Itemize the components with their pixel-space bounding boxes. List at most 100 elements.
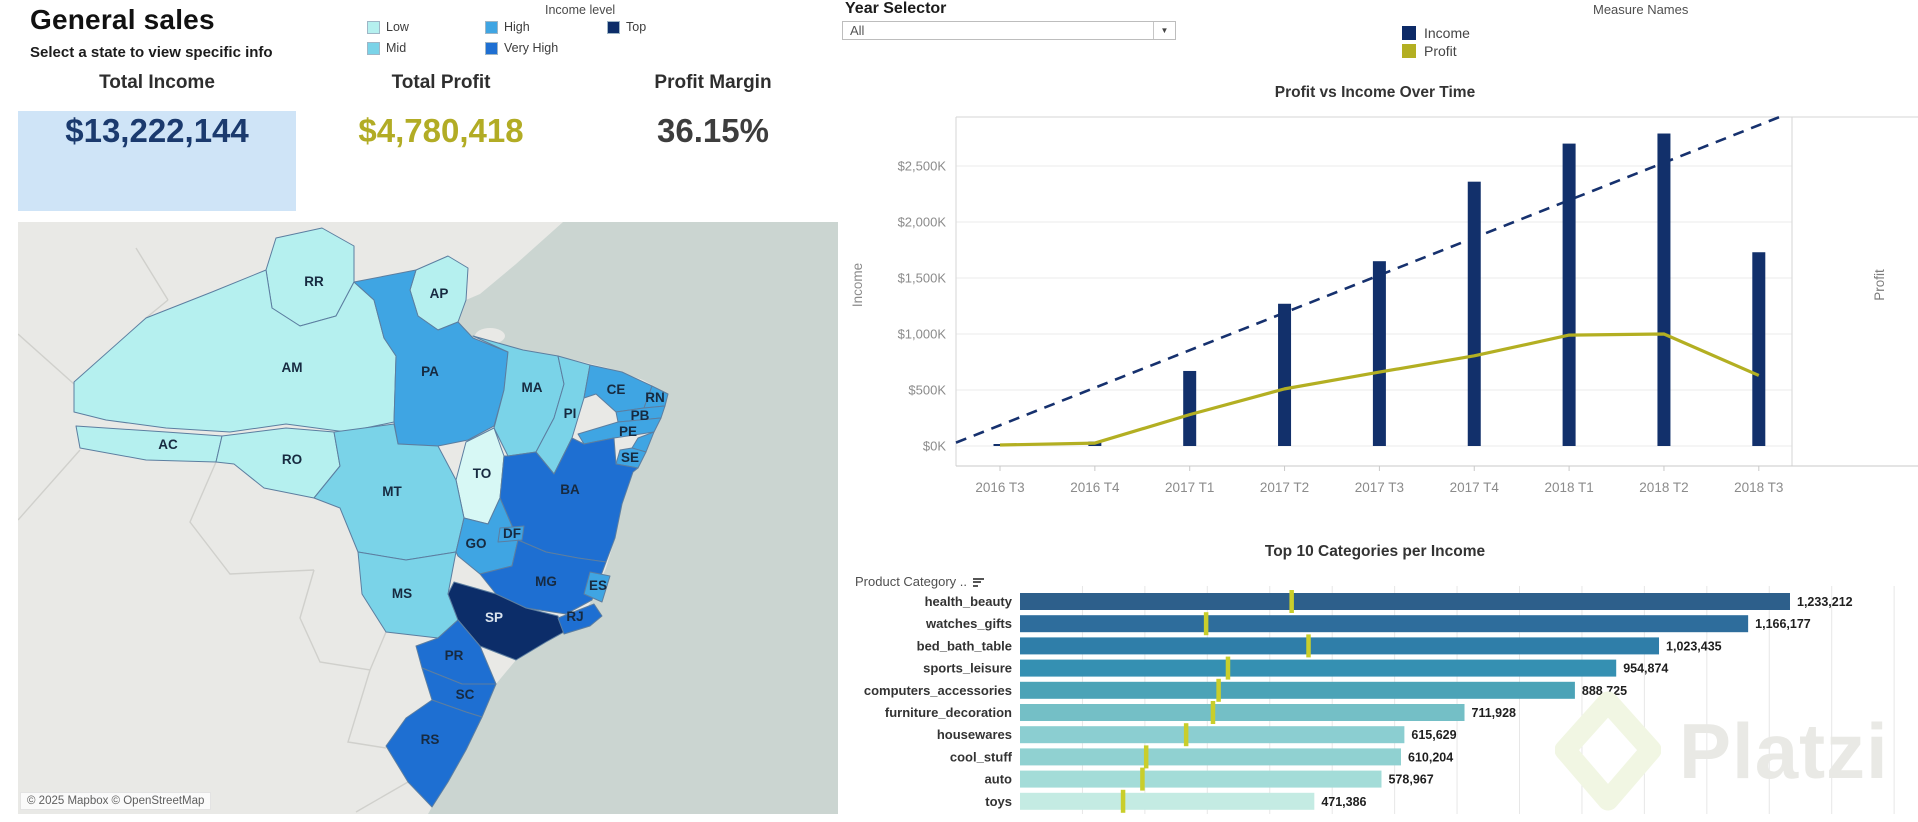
- category-label-sports_leisure[interactable]: sports_leisure: [923, 661, 1012, 676]
- category-label-cool_stuff[interactable]: cool_stuff: [950, 749, 1013, 764]
- year-selector-value: All: [850, 23, 865, 38]
- category-label-auto[interactable]: auto: [985, 772, 1013, 787]
- category-bar-watches_gifts[interactable]: [1020, 615, 1749, 633]
- state-PB[interactable]: [615, 405, 666, 423]
- legend-item-low[interactable]: Low: [367, 20, 409, 34]
- legend-item-income[interactable]: Income: [1402, 25, 1470, 41]
- income-bar-2017-T1[interactable]: [1183, 370, 1197, 446]
- x-tick-label: 2017 T4: [1450, 480, 1500, 495]
- value-label-toys: 471,386: [1321, 795, 1366, 809]
- value-label-computers_accessories: 888,725: [1582, 684, 1627, 698]
- value-label-health_beauty: 1,233,212: [1797, 595, 1853, 609]
- legend-item-very-high[interactable]: Very High: [485, 41, 558, 55]
- legend-item-profit[interactable]: Profit: [1402, 43, 1457, 59]
- profit-marker-auto[interactable]: [1140, 767, 1145, 791]
- page-subtitle: Select a state to view specific info: [30, 44, 273, 61]
- x-tick-label: 2017 T2: [1260, 480, 1309, 495]
- state-label-SP: SP: [485, 610, 503, 625]
- low-swatch-icon: [367, 20, 380, 34]
- category-label-watches_gifts[interactable]: watches_gifts: [925, 616, 1012, 631]
- income-bar-2018-T1[interactable]: [1562, 143, 1576, 446]
- profit-marker-health_beauty[interactable]: [1289, 590, 1294, 613]
- income-bar-2018-T2[interactable]: [1657, 133, 1671, 446]
- kpi-value-total-income[interactable]: $13,222,144: [65, 112, 249, 149]
- product-category-axis-label[interactable]: Product Category ..: [855, 574, 984, 589]
- category-bar-furniture_decoration[interactable]: [1020, 704, 1465, 721]
- profit-marker-furniture_decoration[interactable]: [1210, 701, 1216, 724]
- category-bar-toys[interactable]: [1020, 792, 1315, 810]
- legend-item-top[interactable]: Top: [607, 20, 646, 34]
- kpi-value-total-profit[interactable]: $4,780,418: [358, 112, 524, 149]
- income-bar-2017-T4[interactable]: [1467, 181, 1481, 446]
- category-label-furniture_decoration[interactable]: furniture_decoration: [885, 705, 1012, 720]
- sort-descending-icon[interactable]: [973, 576, 984, 587]
- profit-marker-computers_accessories[interactable]: [1216, 678, 1221, 702]
- category-label-housewares[interactable]: housewares: [937, 727, 1012, 742]
- profit-vs-income-chart[interactable]: $0K $500K $1,000K $1,500K $2,000K $2,500K 2016…: [840, 85, 1918, 505]
- profit-marker-cool_stuff[interactable]: [1143, 745, 1149, 769]
- profit-marker-sports_leisure[interactable]: [1225, 656, 1231, 680]
- kpi-label-profit-margin: Profit Margin: [654, 72, 772, 93]
- category-bar-housewares[interactable]: [1020, 726, 1405, 744]
- top10-categories-chart[interactable]: health_beauty 1,233,212 watches_gifts 1,166…: [840, 540, 1918, 822]
- category-label-computers_accessories[interactable]: computers_accessories: [864, 683, 1012, 698]
- state-SE[interactable]: [615, 447, 647, 469]
- state-label-RO: RO: [282, 452, 302, 467]
- profit-marker-watches_gifts[interactable]: [1203, 612, 1209, 636]
- total-income-highlight[interactable]: [18, 111, 296, 211]
- profit-line[interactable]: [999, 332, 1760, 447]
- value-label-sports_leisure: 954,874: [1623, 662, 1668, 676]
- category-bar-auto[interactable]: [1020, 770, 1382, 788]
- state-label-DF: DF: [503, 526, 521, 541]
- state-label-AC: AC: [158, 437, 178, 452]
- year-selector-dropdown[interactable]: All ▼: [842, 21, 1176, 40]
- income-bar-2017-T2[interactable]: [1278, 303, 1292, 446]
- brazil-map[interactable]: RR AP AM PA MA PI CE RN PB PE SE AC RO TO BA MT GO DF MG ES…: [17, 222, 838, 814]
- value-label-housewares: 615,629: [1411, 728, 1456, 742]
- y-axis-title-income: Income: [850, 263, 865, 307]
- value-label-furniture_decoration: 711,928: [1472, 706, 1517, 720]
- state-DF[interactable]: [497, 525, 525, 543]
- state-RJ[interactable]: [557, 603, 603, 635]
- trend-line[interactable]: [955, 114, 1784, 444]
- year-selector-label: Year Selector: [845, 0, 947, 17]
- legend-item-mid[interactable]: Mid: [367, 41, 406, 55]
- state-label-RR: RR: [304, 274, 324, 289]
- income-bar-2016-T3[interactable]: [993, 444, 1007, 446]
- chevron-down-icon[interactable]: ▼: [1153, 22, 1175, 39]
- state-SP[interactable]: [447, 581, 565, 661]
- very-high-swatch-icon: [485, 41, 498, 55]
- state-ES[interactable]: [583, 571, 611, 603]
- x-tick-label: 2017 T1: [1165, 480, 1214, 495]
- state-label-RJ: RJ: [566, 609, 583, 624]
- y-tick-label: $1,000K: [898, 327, 947, 342]
- category-label-health_beauty[interactable]: health_beauty: [925, 594, 1013, 609]
- chart-title-profit-vs-income: Profit vs Income Over Time: [1274, 84, 1476, 101]
- state-label-CE: CE: [607, 382, 626, 397]
- map-attribution[interactable]: © 2025 Mapbox © OpenStreetMap: [20, 792, 212, 810]
- value-label-cool_stuff: 610,204: [1408, 750, 1453, 764]
- income-bar-2018-T3[interactable]: [1752, 252, 1766, 446]
- y-tick-label: $0K: [923, 439, 946, 454]
- income-bar-2017-T3[interactable]: [1372, 261, 1386, 446]
- category-bar-bed_bath_table[interactable]: [1020, 637, 1660, 655]
- category-bar-computers_accessories[interactable]: [1020, 681, 1575, 699]
- category-bar-sports_leisure[interactable]: [1020, 659, 1617, 677]
- legend-label: High: [504, 20, 530, 34]
- state-label-PB: PB: [631, 408, 650, 423]
- kpi-value-profit-margin[interactable]: 36.15%: [657, 112, 769, 149]
- category-bar-health_beauty[interactable]: [1020, 593, 1790, 610]
- profit-marker-housewares[interactable]: [1183, 723, 1189, 747]
- legend-item-high[interactable]: High: [485, 20, 530, 34]
- legend-label: Profit: [1424, 43, 1457, 59]
- category-label-bed_bath_table[interactable]: bed_bath_table: [917, 638, 1012, 653]
- profit-marker-toys[interactable]: [1120, 789, 1126, 813]
- category-label-toys[interactable]: toys: [985, 794, 1012, 809]
- value-label-auto: 578,967: [1388, 773, 1433, 787]
- legend-label: Very High: [504, 41, 559, 55]
- profit-marker-bed_bath_table[interactable]: [1306, 634, 1311, 658]
- measure-names-legend-title: Measure Names: [1593, 2, 1689, 17]
- category-bar-cool_stuff[interactable]: [1020, 748, 1402, 766]
- state-RS[interactable]: [385, 699, 483, 808]
- x-tick-label: 2018 T2: [1639, 480, 1688, 495]
